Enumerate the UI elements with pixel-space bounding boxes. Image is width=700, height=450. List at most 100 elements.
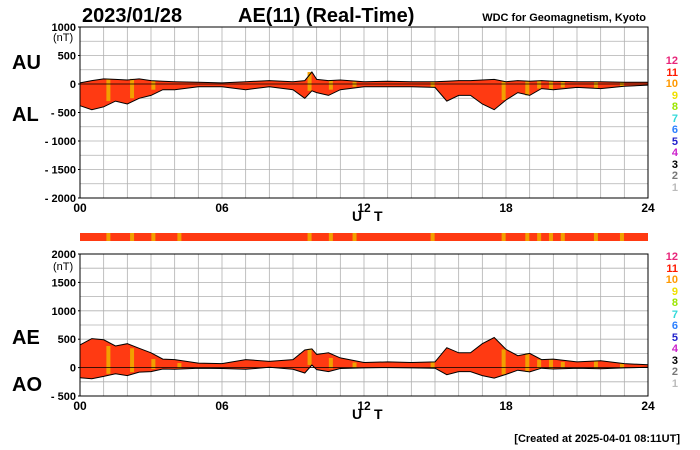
au-label: AU (12, 52, 41, 74)
quality-band (130, 348, 135, 373)
legend-item: 3 (671, 158, 678, 171)
y-tick-label: - 1500 (45, 165, 76, 177)
status-strip-band (177, 233, 182, 241)
y-tick-label: 500 (58, 51, 76, 63)
legend-bottom: 12 11 10 9 8 7 6 5 4 3 2 1 (648, 251, 678, 390)
legend-item: 8 (671, 101, 678, 113)
legend-item: 9 (671, 89, 678, 102)
quality-band (307, 348, 312, 366)
status-strip-band (537, 233, 542, 241)
quality-band (593, 360, 598, 369)
legend-item: 6 (671, 320, 678, 332)
legend-item: 3 (671, 354, 678, 367)
legend-item: 8 (671, 297, 678, 309)
quality-band (525, 353, 530, 372)
quality-band (560, 81, 565, 88)
ae-label: AE (12, 327, 40, 349)
series-line-au (79, 71, 648, 84)
organization-label: WDC for Geomagnetism, Kyoto (482, 12, 646, 24)
legend-item: 11 (666, 262, 678, 275)
legend-item: 1 (671, 377, 678, 390)
legend-item: 7 (671, 112, 678, 125)
y-tick-label: - 500 (51, 108, 76, 120)
status-strip-band (525, 233, 530, 241)
quality-band (151, 81, 156, 90)
y-tick-label: 1500 (52, 277, 76, 289)
status-strip-band (593, 233, 598, 241)
y-tick-label: - 500 (51, 391, 76, 403)
x-tick-label: 24 (641, 399, 655, 413)
quality-band (352, 362, 357, 368)
quality-band (548, 81, 553, 90)
status-strip-band (307, 233, 312, 241)
y-tick-label: 500 (58, 334, 76, 346)
legend-item: 4 (671, 343, 678, 355)
x-tick-label: 24 (641, 201, 655, 215)
y-tick-label: 0 (70, 79, 76, 91)
legend-item: 10 (665, 78, 678, 90)
legend-item: 5 (671, 135, 678, 148)
quality-band (106, 79, 111, 102)
x-tick-label: 06 (215, 399, 229, 413)
legend-top: 12 11 10 9 8 7 6 5 4 3 2 1 (648, 55, 678, 194)
legend-item: 12 (665, 55, 678, 67)
x-tick-label: 18 (499, 201, 513, 215)
date-title: 2023/01/28 (82, 5, 183, 27)
series-line-ae (79, 336, 649, 366)
status-strip-band (548, 233, 553, 241)
legend-item: 1 (671, 181, 678, 194)
legend-item: 9 (671, 285, 678, 298)
status-strip-band (328, 233, 333, 241)
status-strip-band (560, 233, 565, 241)
status-strip-band (106, 233, 111, 241)
x-tick-label: 00 (73, 201, 87, 215)
quality-band (307, 72, 312, 91)
quality-band (328, 357, 333, 369)
al-label: AL (12, 104, 39, 126)
quality-band (619, 363, 624, 368)
legend-item: 5 (671, 331, 678, 344)
plot-title: AE(11) (Real-Time) (238, 5, 415, 27)
legend-item: 4 (671, 147, 678, 159)
x-tick-label: 00 (73, 399, 87, 413)
unit-label-bottom: (nT) (53, 261, 74, 273)
status-strip-band (619, 233, 624, 241)
series-line-ao (79, 364, 649, 380)
y-tick-label: - 1000 (45, 136, 76, 148)
y-tick-label: - 2000 (45, 193, 76, 205)
quality-band (130, 78, 135, 99)
created-timestamp: [Created at 2025-04-01 08:11UT] (514, 433, 680, 445)
status-strip-band (151, 233, 156, 241)
quality-band (430, 361, 435, 369)
quality-band (593, 81, 598, 89)
quality-band (537, 359, 542, 369)
quality-band (501, 81, 506, 100)
unit-label-top: (nT) (53, 32, 74, 44)
legend-item: 2 (671, 170, 678, 182)
quality-band (177, 363, 182, 369)
legend-item: 11 (666, 66, 678, 79)
plot-frame (79, 253, 649, 397)
ao-label: AO (12, 374, 42, 396)
quality-band (151, 359, 156, 370)
status-strip-band (130, 233, 135, 241)
status-strip-band (430, 233, 435, 241)
area-fill-au-al (80, 72, 648, 110)
legend-item: 2 (671, 366, 678, 378)
y-tick-label: 1000 (52, 306, 76, 318)
status-strip-band (501, 233, 506, 241)
y-tick-label: 2000 (52, 249, 76, 261)
quality-band (106, 346, 111, 374)
status-strip-band (352, 233, 357, 241)
legend-item: 12 (665, 251, 678, 263)
quality-band (537, 80, 542, 89)
quality-band (328, 80, 333, 90)
status-strip (80, 233, 648, 241)
quality-band (430, 81, 435, 88)
y-tick-label: 0 (70, 363, 76, 375)
y-tick-label: 1000 (52, 22, 76, 34)
x-axis-label-top: U T (352, 208, 387, 224)
legend-item: 10 (665, 274, 678, 286)
quality-band (501, 349, 506, 375)
